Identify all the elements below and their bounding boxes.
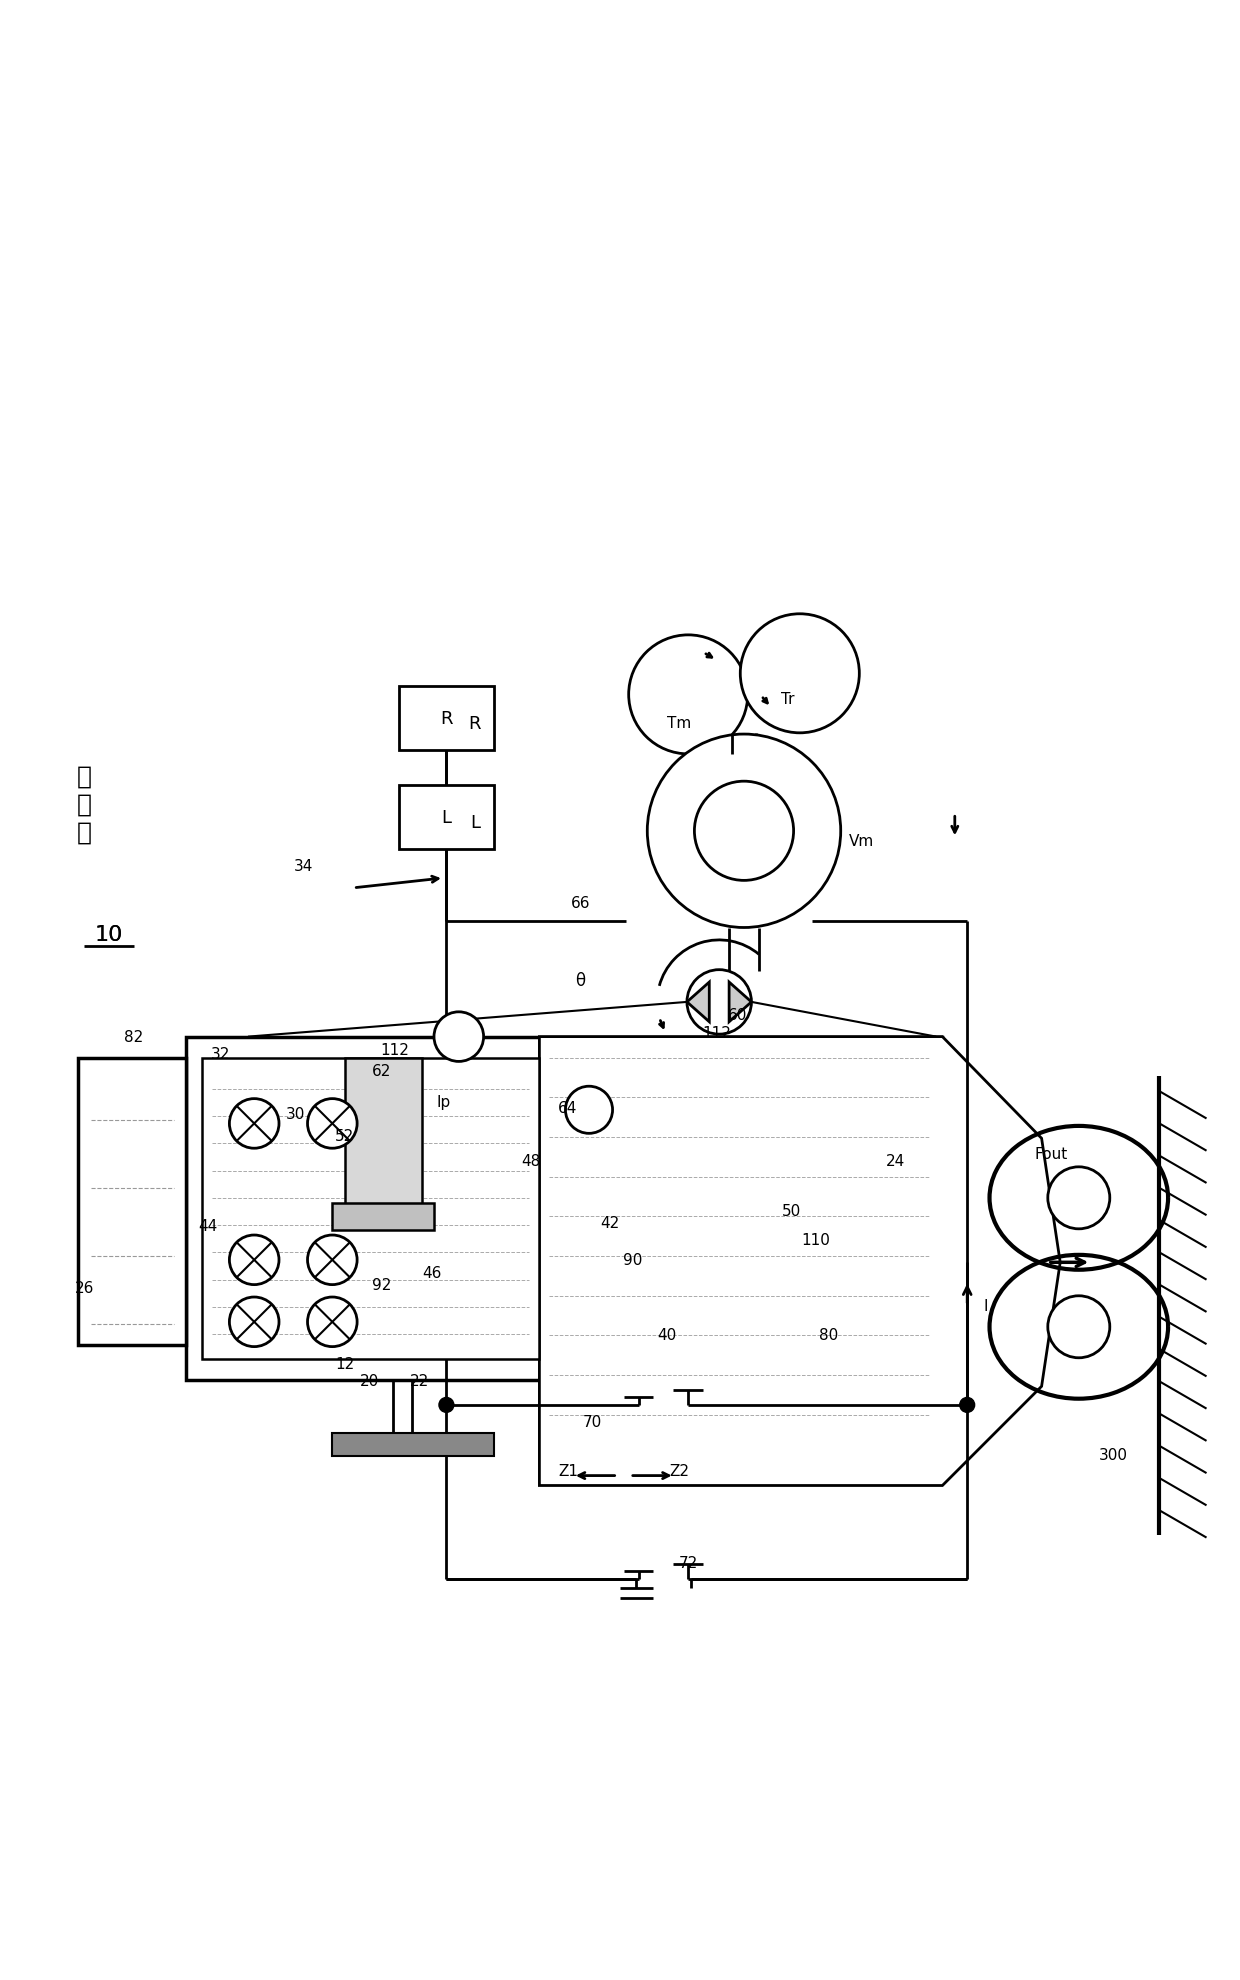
- Bar: [186, 1038, 942, 1380]
- Text: 20: 20: [360, 1372, 379, 1388]
- Polygon shape: [687, 982, 709, 1022]
- Text: 12: 12: [335, 1356, 355, 1372]
- Text: R: R: [440, 709, 453, 727]
- Circle shape: [687, 970, 751, 1036]
- Text: 90: 90: [622, 1253, 642, 1267]
- Circle shape: [960, 1398, 975, 1412]
- Polygon shape: [729, 982, 751, 1022]
- Bar: [332, 1204, 434, 1230]
- Text: 10: 10: [95, 925, 123, 944]
- Text: 52: 52: [335, 1129, 355, 1144]
- Text: Ip: Ip: [436, 1095, 451, 1109]
- Circle shape: [694, 782, 794, 881]
- Bar: [202, 1057, 539, 1360]
- Text: 112: 112: [379, 1041, 409, 1057]
- Circle shape: [565, 1087, 613, 1135]
- Text: 34: 34: [294, 859, 314, 873]
- Text: 80: 80: [818, 1327, 838, 1342]
- Text: 30: 30: [285, 1107, 305, 1121]
- Circle shape: [740, 614, 859, 733]
- Text: 22: 22: [409, 1372, 429, 1388]
- Circle shape: [229, 1236, 279, 1285]
- Text: 26: 26: [74, 1279, 94, 1295]
- Text: 40: 40: [657, 1327, 677, 1342]
- Text: L: L: [441, 808, 451, 828]
- Text: Tm: Tm: [667, 717, 692, 731]
- Circle shape: [1048, 1168, 1110, 1230]
- Text: 42: 42: [600, 1216, 620, 1230]
- Bar: [399, 786, 494, 849]
- Text: 48: 48: [521, 1154, 541, 1168]
- Text: Z1: Z1: [558, 1463, 578, 1479]
- Polygon shape: [539, 1038, 1060, 1485]
- Circle shape: [308, 1099, 357, 1148]
- Text: 112: 112: [702, 1026, 732, 1041]
- Text: 110: 110: [801, 1234, 831, 1247]
- Text: 70: 70: [583, 1414, 603, 1430]
- Text: Z2: Z2: [670, 1463, 689, 1479]
- Bar: [345, 1057, 422, 1214]
- Text: I: I: [983, 1299, 988, 1313]
- Text: 64: 64: [558, 1101, 578, 1115]
- Text: 分
離
時: 分 離 時: [77, 764, 92, 843]
- Text: 82: 82: [124, 1030, 144, 1045]
- Text: L: L: [470, 814, 480, 832]
- Text: 46: 46: [422, 1265, 441, 1281]
- Text: 44: 44: [198, 1218, 218, 1234]
- Circle shape: [629, 636, 748, 754]
- Circle shape: [229, 1099, 279, 1148]
- Text: 10: 10: [95, 925, 123, 944]
- Bar: [399, 687, 494, 750]
- Text: R: R: [469, 715, 481, 733]
- Circle shape: [439, 1398, 454, 1412]
- Text: 300: 300: [1099, 1447, 1128, 1463]
- Text: 32: 32: [211, 1047, 231, 1061]
- Text: Fout: Fout: [1035, 1146, 1068, 1160]
- Text: 66: 66: [570, 895, 590, 911]
- Text: Tr: Tr: [781, 691, 794, 707]
- Bar: [78, 1057, 186, 1346]
- Text: 50: 50: [781, 1204, 801, 1218]
- Circle shape: [1048, 1297, 1110, 1358]
- Text: 62: 62: [372, 1063, 392, 1077]
- Circle shape: [229, 1297, 279, 1346]
- Circle shape: [434, 1012, 484, 1061]
- Text: 72: 72: [678, 1554, 698, 1570]
- Text: 60: 60: [728, 1008, 748, 1022]
- Text: 92: 92: [372, 1277, 392, 1293]
- Circle shape: [308, 1236, 357, 1285]
- Circle shape: [647, 735, 841, 929]
- Bar: [332, 1434, 494, 1455]
- Circle shape: [308, 1297, 357, 1346]
- Text: θ: θ: [575, 970, 585, 990]
- Text: 24: 24: [885, 1154, 905, 1168]
- Text: Vm: Vm: [849, 834, 874, 849]
